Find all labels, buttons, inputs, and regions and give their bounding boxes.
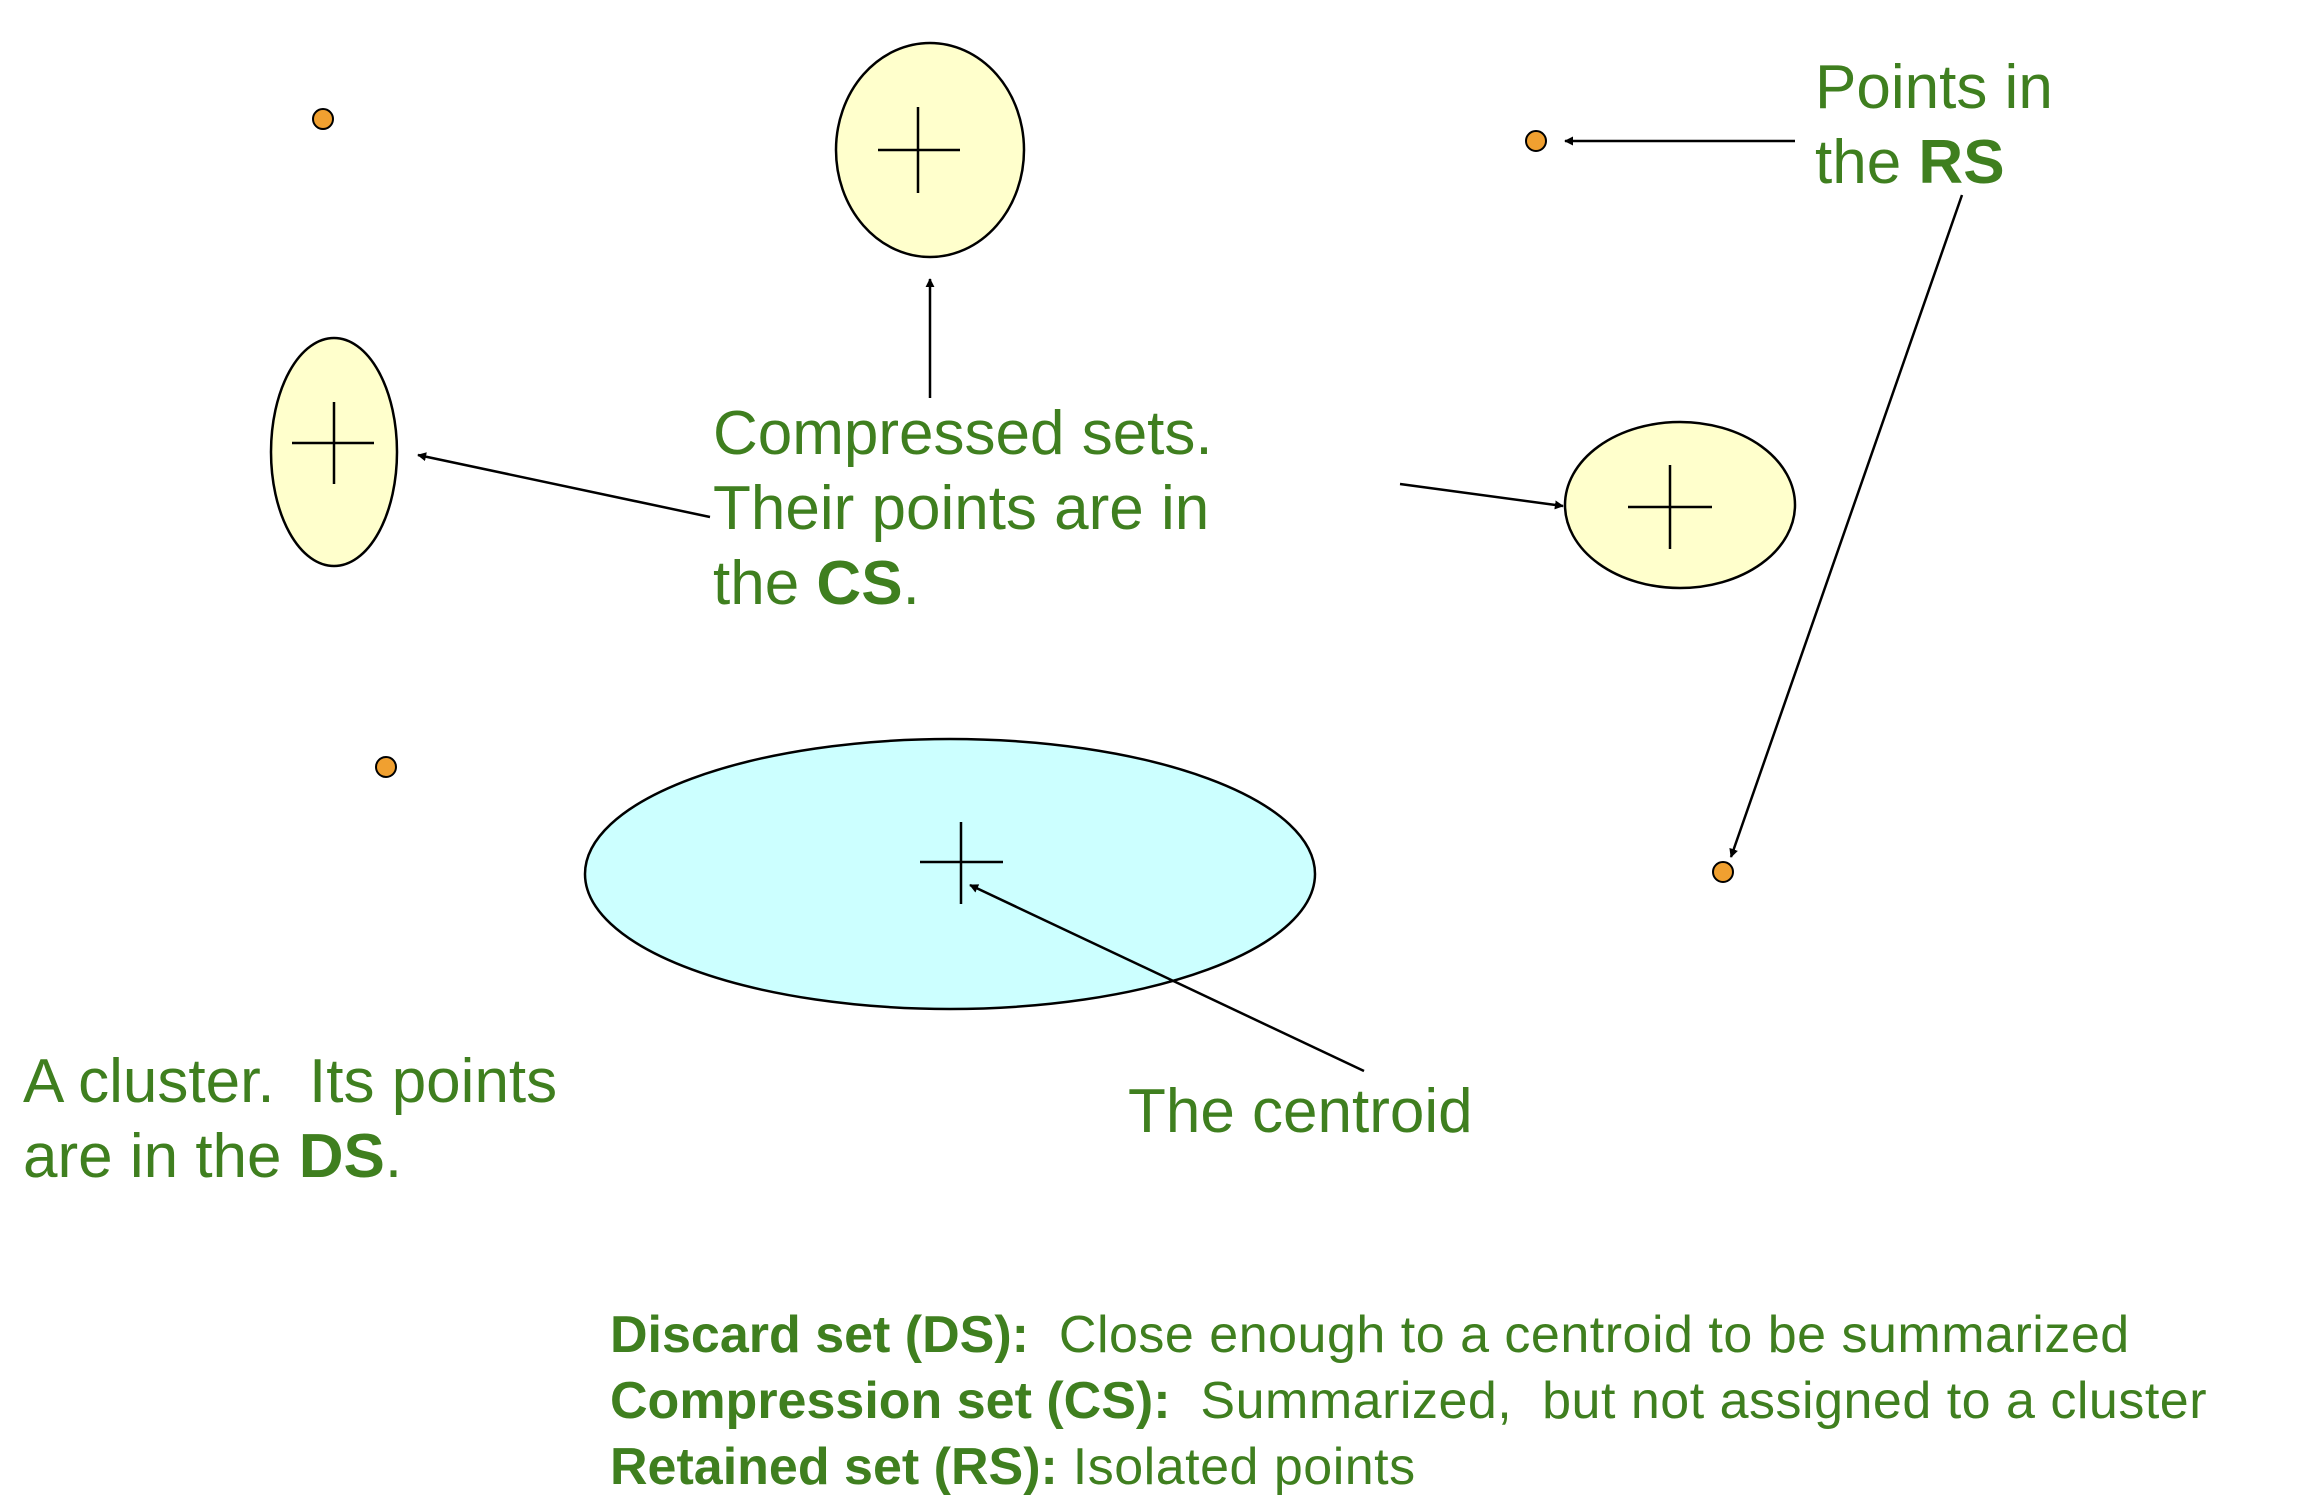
centroid-cross-icon (920, 822, 1003, 904)
centroid-label-text: The centroid (1128, 1077, 1473, 1146)
legend-term: Retained set (RS): (610, 1438, 1058, 1496)
rs-point (375, 756, 397, 778)
compressed-set-left (269, 336, 399, 568)
centroid-label: The centroid (1128, 1074, 1473, 1149)
legend-term: Compression set (CS): (610, 1372, 1171, 1430)
legend-entry-cs: Compression set (CS): Summarized, but no… (610, 1368, 2207, 1434)
rs-label: Points in the RS (1815, 50, 2053, 200)
rs-point (312, 108, 334, 130)
ds-label-bold: DS (298, 1122, 385, 1191)
legend-entry-rs: Retained set (RS): Isolated points (610, 1434, 2207, 1500)
arrow-rs-to-bottom-point (1729, 194, 1964, 858)
centroid-cross-icon (878, 107, 960, 193)
cs-label: Compressed sets. Their points are in the… (713, 396, 1213, 621)
ds-label-line2: are in the DS. (23, 1119, 557, 1194)
rs-label-line1: Points in (1815, 53, 2053, 122)
cs-label-line3: the CS. (713, 546, 1213, 621)
rs-point (1525, 130, 1547, 152)
legend-desc: Isolated points (1057, 1438, 1416, 1496)
compressed-set-top (834, 41, 1026, 259)
rs-point (1712, 861, 1734, 883)
cs-label-line1: Compressed sets. (713, 399, 1213, 468)
discard-set-cluster (583, 737, 1317, 1011)
rs-label-line2: the RS (1815, 125, 2053, 200)
centroid-cross-icon (292, 402, 374, 484)
ds-label-suffix: . (384, 1122, 403, 1191)
cs-ellipse-right (1563, 420, 1797, 590)
legend-desc: Summarized, but not assigned to a cluste… (1170, 1372, 2208, 1430)
arrow-cs-to-right (1399, 482, 1564, 510)
cs-label-suffix: . (902, 549, 920, 618)
legend: Discard set (DS): Close enough to a cent… (610, 1302, 2207, 1500)
legend-desc: Close enough to a centroid to be summari… (1029, 1306, 2130, 1364)
legend-entry-ds: Discard set (DS): Close enough to a cent… (610, 1302, 2207, 1368)
ds-label-line1: A cluster. Its points (23, 1047, 558, 1116)
cs-label-prefix: the (713, 549, 817, 618)
rs-label-bold: RS (1918, 128, 2005, 197)
ds-ellipse (583, 737, 1317, 1011)
ds-label-prefix: are in the (23, 1122, 299, 1191)
compressed-set-right (1563, 420, 1797, 590)
cs-label-line2: Their points are in (713, 474, 1210, 543)
centroid-cross-icon (1628, 465, 1712, 549)
legend-term: Discard set (DS): (610, 1306, 1029, 1364)
arrow-to-centroid (969, 883, 1365, 1073)
arrow-cs-to-left (417, 452, 711, 519)
cs-label-bold: CS (816, 549, 903, 618)
rs-label-prefix: the (1815, 128, 1919, 197)
ds-label: A cluster. Its points are in the DS. (23, 1044, 557, 1194)
